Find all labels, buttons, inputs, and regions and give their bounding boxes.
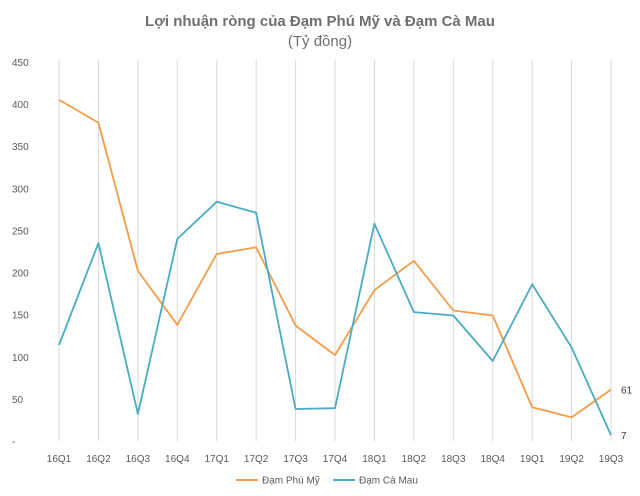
x-tick-label: 16Q3	[126, 454, 151, 465]
series-line-2	[58, 200, 612, 436]
y-tick-label: 200	[12, 269, 29, 280]
x-tick-label: 16Q2	[86, 454, 111, 465]
chart-title: Lợi nhuận ròng của Đạm Phú Mỹ và Đạm Cà …	[145, 13, 495, 30]
grid-lines	[58, 60, 612, 441]
x-tick-label: 18Q3	[441, 454, 466, 465]
y-tick-label: 300	[12, 184, 29, 195]
x-tick-label: 17Q2	[244, 454, 269, 465]
y-tick-label: 150	[12, 311, 29, 322]
end-value-label: 61	[621, 386, 633, 397]
y-tick-label: 250	[12, 226, 29, 237]
end-value-label: 7	[621, 431, 627, 442]
legend-label: Đạm Phú Mỹ	[262, 476, 320, 487]
x-tick-label: 19Q1	[520, 454, 545, 465]
x-tick-label: 17Q1	[204, 454, 229, 465]
x-tick-label: 17Q3	[283, 454, 308, 465]
y-axis-ticks: - 50 100 150 200 250 300 350 400 450	[12, 58, 29, 448]
y-tick-label: 350	[12, 142, 29, 153]
x-tick-label: 19Q3	[599, 454, 624, 465]
x-tick-label: 19Q2	[559, 454, 584, 465]
series-lines	[58, 99, 612, 436]
y-tick-label: 400	[12, 100, 29, 111]
x-tick-label: 17Q4	[323, 454, 348, 465]
x-tick-label: 18Q2	[402, 454, 427, 465]
y-tick-label: -	[12, 437, 15, 448]
legend: Đạm Phú Mỹ Đạm Cà Mau	[236, 476, 418, 487]
series-line-1	[58, 99, 612, 419]
y-tick-label: 50	[12, 395, 24, 406]
y-tick-label: 100	[12, 353, 29, 364]
x-tick-label: 16Q1	[47, 454, 72, 465]
chart-subtitle: (Tỷ đồng)	[288, 33, 352, 50]
y-tick-label: 450	[12, 58, 29, 69]
legend-label: Đạm Cà Mau	[359, 476, 418, 487]
x-tick-label: 18Q1	[362, 454, 387, 465]
x-tick-label: 16Q4	[165, 454, 190, 465]
x-tick-label: 18Q4	[480, 454, 505, 465]
end-labels: 61 7	[621, 386, 633, 442]
x-axis-ticks: 16Q1 16Q2 16Q3 16Q4 17Q1 17Q2 17Q3 17Q4 18Q1 18Q2…	[47, 454, 624, 465]
